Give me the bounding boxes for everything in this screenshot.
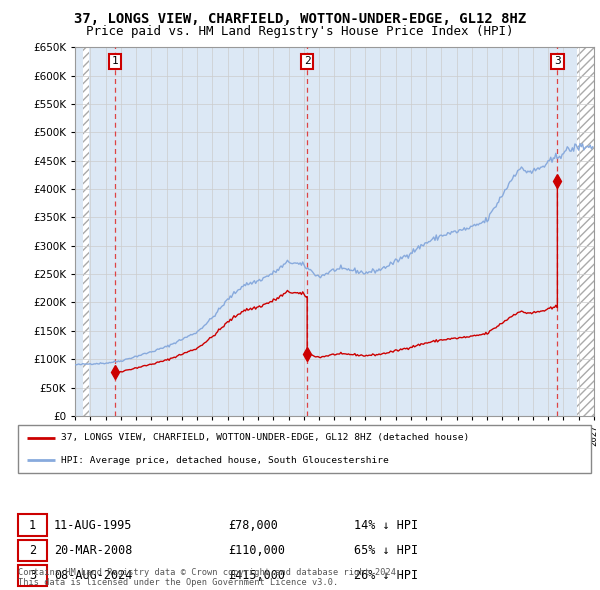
Text: 2: 2 <box>29 544 36 557</box>
Text: 08-AUG-2024: 08-AUG-2024 <box>54 569 133 582</box>
Text: 65% ↓ HPI: 65% ↓ HPI <box>354 544 418 557</box>
Text: 37, LONGS VIEW, CHARFIELD, WOTTON-UNDER-EDGE, GL12 8HZ (detached house): 37, LONGS VIEW, CHARFIELD, WOTTON-UNDER-… <box>61 434 469 442</box>
Text: 2: 2 <box>304 57 311 67</box>
Text: Price paid vs. HM Land Registry's House Price Index (HPI): Price paid vs. HM Land Registry's House … <box>86 25 514 38</box>
Text: 1: 1 <box>112 57 118 67</box>
Text: Contains HM Land Registry data © Crown copyright and database right 2024.
This d: Contains HM Land Registry data © Crown c… <box>18 568 401 587</box>
Text: £415,000: £415,000 <box>228 569 285 582</box>
Text: 1: 1 <box>29 519 36 532</box>
Text: 14% ↓ HPI: 14% ↓ HPI <box>354 519 418 532</box>
Text: 20-MAR-2008: 20-MAR-2008 <box>54 544 133 557</box>
Text: 3: 3 <box>29 569 36 582</box>
Text: 26% ↓ HPI: 26% ↓ HPI <box>354 569 418 582</box>
Text: £110,000: £110,000 <box>228 544 285 557</box>
Text: 3: 3 <box>554 57 561 67</box>
Text: HPI: Average price, detached house, South Gloucestershire: HPI: Average price, detached house, Sout… <box>61 455 389 464</box>
Text: 11-AUG-1995: 11-AUG-1995 <box>54 519 133 532</box>
FancyBboxPatch shape <box>18 425 591 473</box>
Text: £78,000: £78,000 <box>228 519 278 532</box>
Text: 37, LONGS VIEW, CHARFIELD, WOTTON-UNDER-EDGE, GL12 8HZ: 37, LONGS VIEW, CHARFIELD, WOTTON-UNDER-… <box>74 12 526 26</box>
